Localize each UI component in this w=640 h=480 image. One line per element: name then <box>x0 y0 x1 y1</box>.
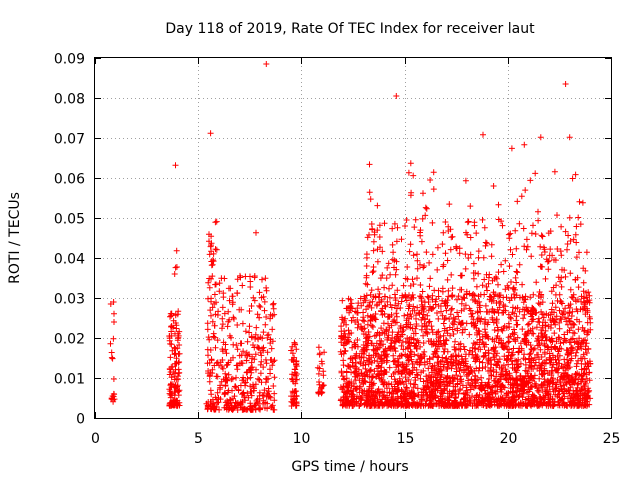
y-tick-label: 0.01 <box>54 372 85 388</box>
x-axis-label: GPS time / hours <box>291 459 408 475</box>
x-tick-label: 10 <box>293 431 311 447</box>
y-tick-label: 0.03 <box>54 292 85 308</box>
points-layer <box>107 61 594 413</box>
y-tick-label: 0.02 <box>54 332 85 348</box>
y-tick-label: 0 <box>76 412 85 428</box>
y-tick-label: 0.09 <box>54 52 85 68</box>
x-tick-label: 15 <box>397 431 415 447</box>
x-tick-label: 0 <box>91 431 100 447</box>
y-tick-label: 0.06 <box>54 172 85 188</box>
y-tick-label: 0.07 <box>54 132 85 148</box>
x-tick-labels: 0 5 10 15 20 25 <box>91 431 620 447</box>
chart-title: Day 118 of 2019, Rate Of TEC Index for r… <box>165 21 535 37</box>
x-tick-label: 20 <box>500 431 518 447</box>
y-axis-label: ROTI / TECUs <box>7 192 23 284</box>
y-tick-labels: 0 0.01 0.02 0.03 0.04 0.05 0.06 0.07 0.08 0.09 <box>54 52 85 428</box>
x-tick-label: 25 <box>603 431 621 447</box>
plot-frame <box>94 57 612 419</box>
y-tick-label: 0.04 <box>54 252 85 268</box>
y-tick-label: 0.08 <box>54 92 85 108</box>
data-point-markers <box>107 61 594 413</box>
ticks-layer <box>95 58 612 419</box>
y-tick-label: 0.05 <box>54 212 85 228</box>
x-tick-label: 5 <box>194 431 203 447</box>
